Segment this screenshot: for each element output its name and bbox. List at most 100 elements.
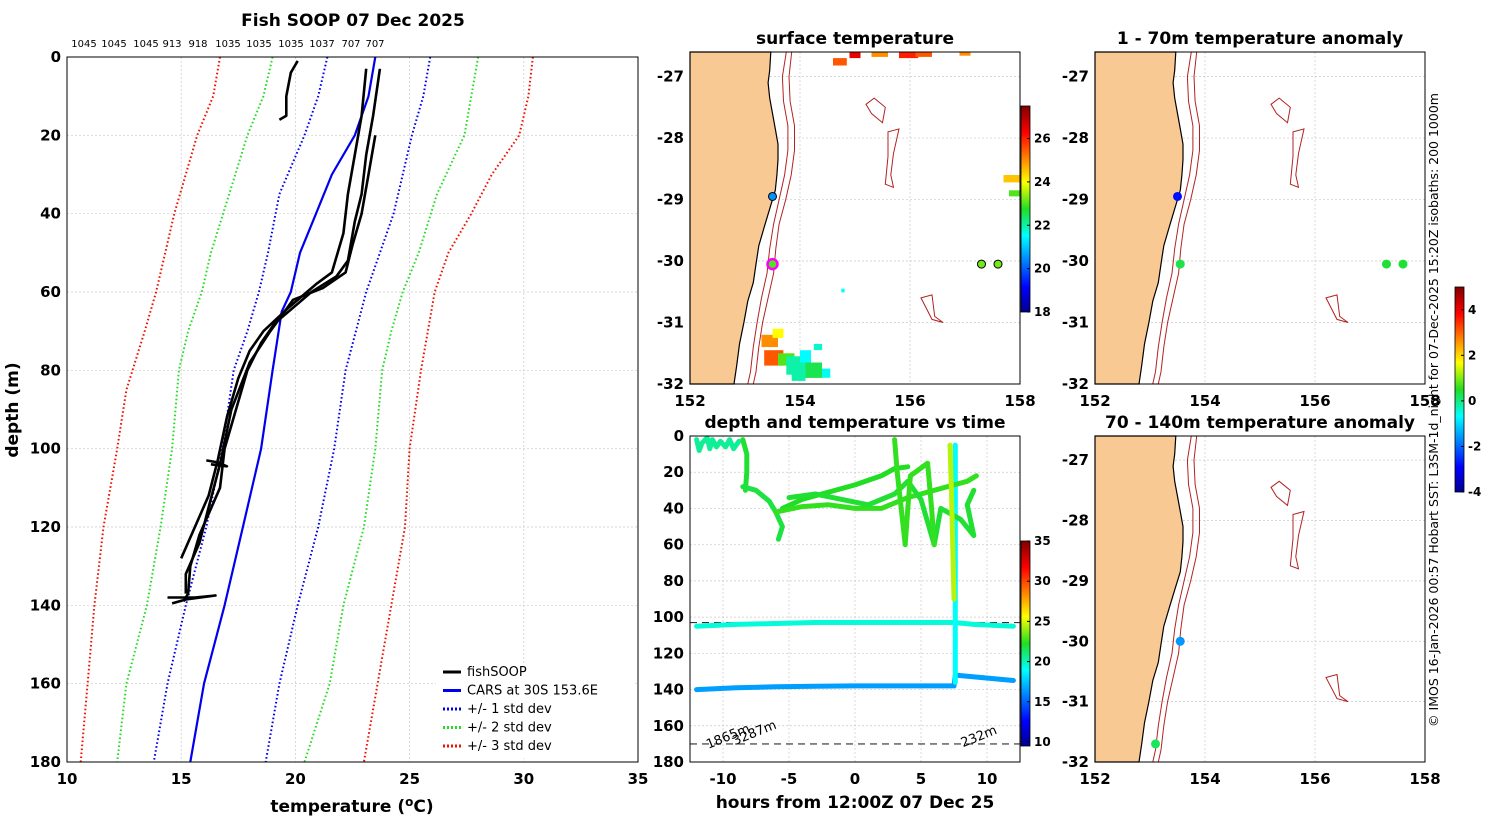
sst-pixel-patch	[805, 362, 822, 378]
anom-cbar-tick-label: 0	[1468, 394, 1476, 408]
time-ytick-label: 40	[663, 499, 684, 517]
profile-ytick-label: 80	[40, 361, 61, 379]
profile-panel: Fish SOOP 07 Dec 2025 1045 1045 1045 913 918…	[3, 11, 648, 817]
sst-pixel-patch	[841, 288, 845, 293]
profile-line--2-std	[116, 56, 274, 763]
anom1-frame	[1094, 51, 1426, 385]
profile-xtick-label: 10	[57, 770, 78, 788]
anom2-map	[1094, 435, 1426, 763]
time-colorbar: 10 15 20 25 30 35	[1020, 534, 1051, 749]
profile-ytick-label: 100	[30, 440, 61, 458]
map-ytick-label: -27	[1062, 451, 1089, 469]
time-xtick-label: 5	[916, 770, 926, 788]
time-track	[694, 435, 742, 453]
map-xtick-label: 156	[894, 392, 925, 410]
legend-label: +/- 2 std dev	[467, 721, 552, 736]
time-ytick-label: 140	[653, 681, 684, 699]
legend-label: CARS at 30S 153.6E	[467, 684, 598, 699]
map-ytick-label: -30	[1062, 632, 1089, 650]
time-xtick-label: 0	[850, 770, 860, 788]
time-ytick-label: 160	[653, 717, 684, 735]
time-frame	[689, 435, 1021, 763]
map-ytick-label: -29	[1062, 191, 1089, 209]
time-track	[773, 473, 979, 515]
profile-ytick-label: 20	[40, 126, 61, 144]
time-track	[740, 484, 785, 542]
time-cbar-bar	[1020, 540, 1031, 747]
time-ytick-label: 180	[653, 753, 684, 771]
anomaly-station	[1382, 259, 1391, 269]
time-ytick-label: 80	[663, 572, 684, 590]
map-ytick-label: -30	[657, 252, 684, 270]
profile-xtick-label: 25	[399, 770, 420, 788]
profile-line--2-std	[303, 56, 480, 763]
sst-pixel-patch	[822, 368, 831, 378]
land-mass	[689, 51, 779, 385]
sst-map	[689, 51, 1021, 385]
anom1-panel: 1 - 70m temperature anomaly 152 154 156 158…	[1062, 29, 1441, 410]
map-xtick-label: 158	[1004, 392, 1035, 410]
map-ytick-label: -29	[1062, 572, 1089, 590]
map-xtick-label: 154	[784, 392, 815, 410]
map-ytick-label: -28	[657, 129, 684, 147]
map-xtick-label: 152	[1079, 392, 1110, 410]
anom2-title: 70 - 140m temperature anomaly	[1105, 413, 1415, 433]
side-note: © IMOS 16-Jan-2026 00:57 Hobart SST: L3S…	[1426, 93, 1441, 727]
sst-colorbar: 18 20 22 24 26	[1020, 105, 1051, 319]
sst-pixel-patch	[1009, 190, 1020, 197]
profile-ytick-label: 60	[40, 283, 61, 301]
time-cbar-tick-label: 15	[1034, 695, 1051, 709]
map-ytick-label: -31	[1062, 314, 1089, 332]
profile-line-fishsoop	[278, 60, 299, 121]
time-cbar-tick-label: 10	[1034, 735, 1051, 749]
profile-line-fishsoop	[184, 135, 377, 594]
time-title: depth and temperature vs time	[705, 413, 1006, 433]
sst-frame	[689, 51, 1021, 385]
profile-top-label: 1045	[133, 39, 158, 50]
seamount-isobath	[884, 128, 900, 189]
map-ytick-label: -32	[657, 375, 684, 393]
depth-label: 232m	[959, 723, 999, 751]
sst-station	[977, 259, 986, 269]
anom-cbar-tick-label: -2	[1468, 439, 1481, 453]
seamount-isobath	[1270, 97, 1291, 124]
seamount-isobath	[920, 294, 944, 323]
time-track	[892, 437, 937, 548]
anom-cbar-tick-label: 2	[1468, 348, 1476, 362]
profile-top-label: 707	[365, 39, 384, 50]
isobath-200m	[1152, 435, 1194, 763]
sst-station	[768, 191, 777, 201]
profile-top-label: 707	[341, 39, 360, 50]
sst-pixel-patch	[800, 350, 811, 363]
seamount-isobath	[1289, 510, 1305, 570]
seamount-isobath	[1270, 480, 1291, 507]
profile-top-label: 918	[188, 39, 207, 50]
time-ytick-label: 120	[653, 644, 684, 662]
map-ytick-label: -27	[657, 68, 684, 86]
profile-line-fishsoop	[180, 68, 368, 559]
land-mass	[1094, 51, 1184, 385]
sst-cbar-tick-label: 26	[1034, 132, 1051, 146]
profile-top-labels: 1045 1045 1045 913 918 1035 1035 1035 1037 707 707	[71, 39, 384, 50]
time-ytick-label: 60	[663, 536, 684, 554]
profile-xtick-label: 35	[628, 770, 649, 788]
map-ytick-label: -27	[1062, 68, 1089, 86]
map-xtick-label: 158	[1409, 770, 1440, 788]
sst-cbar-tick-label: 20	[1034, 262, 1051, 276]
profile-line--3-std	[362, 56, 534, 763]
profile-top-label: 1045	[101, 39, 126, 50]
sst-pixel-patch	[959, 52, 971, 56]
profile-xtick-label: 15	[171, 770, 192, 788]
legend-label: +/- 1 std dev	[467, 702, 552, 717]
profile-frame	[66, 56, 639, 763]
map-ytick-label: -28	[1062, 512, 1089, 530]
time-ytick-label: 0	[674, 427, 684, 445]
seamount-isobath	[1325, 294, 1349, 323]
time-track	[694, 620, 1016, 629]
time-panel: depth and temperature vs time 1865m3287m…	[653, 413, 1051, 813]
profile-xtick-label: 20	[285, 770, 306, 788]
anomaly-station	[1398, 259, 1408, 269]
profile-ticks: 10 15 20 25 30 35 0 20 40 60 80 100 120 140 160 180	[30, 48, 649, 788]
sst-pixel-patch	[899, 52, 919, 59]
